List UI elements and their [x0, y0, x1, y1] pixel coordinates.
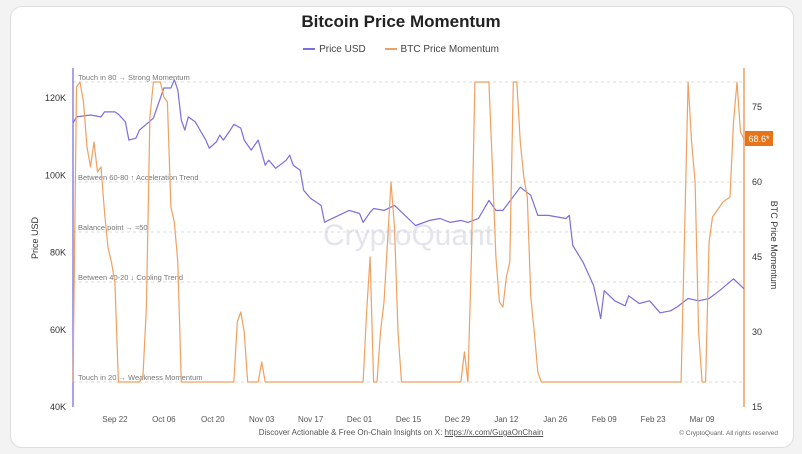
footer-link[interactable]: https://x.com/GugaOnChain	[444, 428, 544, 437]
right-tick-label: 15	[752, 402, 762, 412]
left-axis-title: Price USD	[30, 217, 40, 260]
legend-swatch-price	[303, 48, 316, 51]
legend-label-momentum: BTC Price Momentum	[400, 44, 499, 55]
x-tick-label: Dec 15	[396, 415, 422, 424]
x-tick-label: Sep 22	[102, 415, 128, 424]
x-tick-label: Feb 09	[592, 415, 617, 424]
legend-label-price: Price USD	[319, 44, 366, 55]
legend-item-momentum[interactable]: BTC Price Momentum	[384, 44, 499, 55]
left-tick-label: 120K	[45, 93, 66, 103]
reference-line-label: Touch in 20 → Weakness Momentum	[78, 373, 203, 382]
right-tick-label: 60	[752, 177, 762, 187]
left-tick-label: 60K	[50, 325, 66, 335]
x-tick-label: Mar 09	[690, 415, 715, 424]
x-tick-label: Jan 26	[543, 415, 568, 424]
legend: Price USD BTC Price Momentum	[0, 44, 802, 55]
x-tick-label: Oct 20	[201, 415, 225, 424]
footer: Discover Actionable & Free On-Chain Insi…	[0, 428, 802, 437]
chart-title: Bitcoin Price Momentum	[301, 12, 501, 31]
x-tick-label: Feb 23	[641, 415, 666, 424]
reference-line-label: Balance point → ≈50	[78, 223, 148, 232]
right-tick-label: 30	[752, 327, 762, 337]
watermark: CryptoQuant	[323, 219, 494, 252]
reference-line-label: Between 60-80 ↑ Acceleration Trend	[78, 173, 199, 182]
x-tick-label: Oct 06	[152, 415, 176, 424]
copyright: © CryptoQuant. All rights reserved	[679, 430, 778, 437]
right-axis-title: BTC Price Momentum	[769, 201, 779, 290]
chart-card	[10, 6, 794, 448]
left-tick-label: 100K	[45, 170, 66, 180]
reference-line-label: Between 40-20 ↓ Cooling Trend	[78, 273, 183, 282]
last-value-label: 68.6*	[748, 134, 770, 144]
left-tick-label: 80K	[50, 248, 66, 258]
right-tick-label: 75	[752, 102, 762, 112]
x-tick-label: Nov 03	[249, 415, 275, 424]
x-tick-label: Nov 17	[298, 415, 324, 424]
last-value-badge	[745, 131, 773, 146]
legend-item-price[interactable]: Price USD	[303, 44, 366, 55]
reference-line-label: Touch in 80 → Strong Momentum	[78, 73, 190, 82]
momentum-line	[72, 81, 745, 383]
legend-swatch-momentum	[384, 48, 397, 51]
x-tick-label: Dec 01	[347, 415, 373, 424]
x-tick-label: Dec 29	[445, 415, 471, 424]
price-line	[72, 79, 745, 320]
footer-text: Discover Actionable & Free On-Chain Insi…	[258, 428, 445, 437]
left-tick-label: 40K	[50, 402, 66, 412]
right-tick-label: 45	[752, 252, 762, 262]
x-tick-label: Jan 12	[494, 415, 519, 424]
